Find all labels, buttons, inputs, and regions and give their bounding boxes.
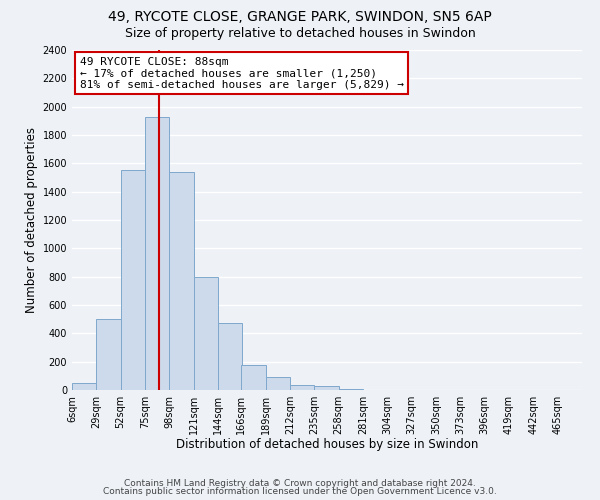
Text: 49 RYCOTE CLOSE: 88sqm
← 17% of detached houses are smaller (1,250)
81% of semi-: 49 RYCOTE CLOSE: 88sqm ← 17% of detached… [80, 57, 404, 90]
Bar [314, 386, 338, 390]
Bar [218, 324, 242, 390]
Bar [121, 170, 145, 390]
Bar [169, 172, 194, 390]
Bar [97, 319, 121, 390]
Bar [145, 116, 169, 390]
Text: Contains public sector information licensed under the Open Government Licence v3: Contains public sector information licen… [103, 487, 497, 496]
Bar [72, 383, 97, 390]
Bar [194, 276, 218, 390]
Text: 49, RYCOTE CLOSE, GRANGE PARK, SWINDON, SN5 6AP: 49, RYCOTE CLOSE, GRANGE PARK, SWINDON, … [108, 10, 492, 24]
Bar [266, 378, 290, 390]
Text: Contains HM Land Registry data © Crown copyright and database right 2024.: Contains HM Land Registry data © Crown c… [124, 478, 476, 488]
Bar [241, 365, 266, 390]
Text: Size of property relative to detached houses in Swindon: Size of property relative to detached ho… [125, 28, 475, 40]
Y-axis label: Number of detached properties: Number of detached properties [25, 127, 38, 313]
X-axis label: Distribution of detached houses by size in Swindon: Distribution of detached houses by size … [176, 438, 478, 452]
Bar [290, 385, 314, 390]
